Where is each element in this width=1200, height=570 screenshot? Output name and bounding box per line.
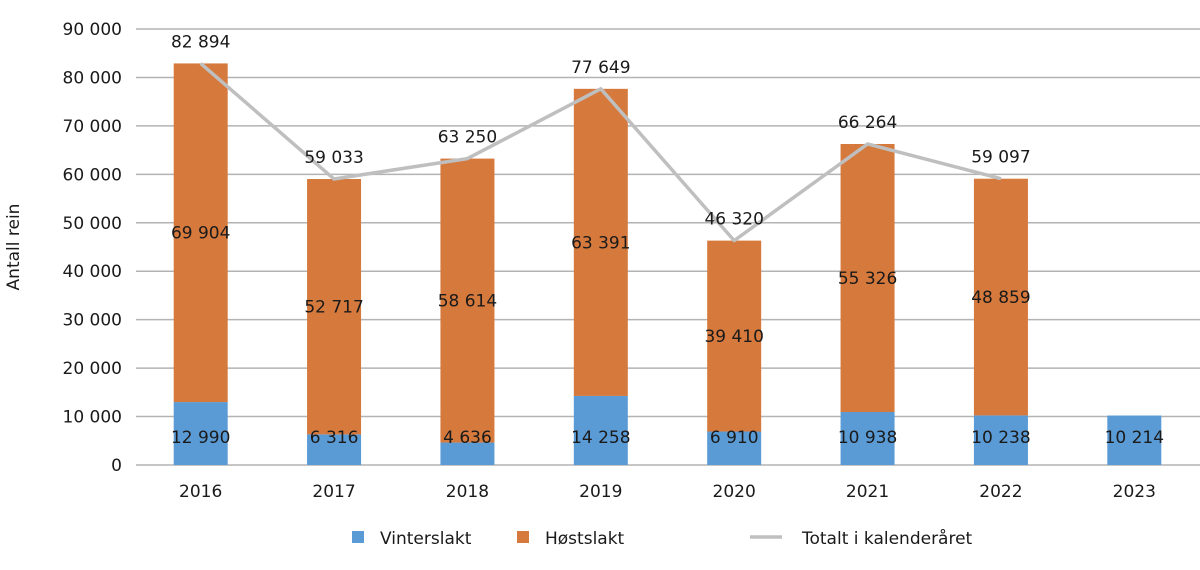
data-labels: 12 990 69 904 82 894 6 316 52 717 59 033 4 636… bbox=[171, 32, 1164, 448]
data-label-vinterslakt: 14 258 bbox=[571, 428, 630, 448]
data-label-vinterslakt: 10 238 bbox=[971, 428, 1030, 448]
bar-hostslakt bbox=[173, 63, 228, 403]
x-tick-label: 2018 bbox=[446, 482, 489, 502]
data-label-totalt: 77 649 bbox=[571, 58, 630, 78]
data-label-hostslakt: 69 904 bbox=[171, 224, 230, 244]
bar-hostslakt bbox=[307, 179, 362, 435]
legend: Vinterslakt Høstslakt Totalt i kalenderåre… bbox=[352, 528, 973, 549]
y-tick-label: 10 000 bbox=[63, 408, 122, 428]
bar-vinterslakt bbox=[307, 434, 362, 465]
bar-vinterslakt bbox=[440, 442, 495, 465]
y-tick-label: 50 000 bbox=[63, 214, 122, 234]
bar-vinterslakt bbox=[173, 402, 228, 465]
x-tick-label: 2022 bbox=[979, 482, 1022, 502]
data-label-totalt: 59 033 bbox=[304, 148, 363, 168]
bar-vinterslakt bbox=[573, 395, 628, 465]
legend-swatch-hostslakt bbox=[517, 531, 529, 543]
data-label-vinterslakt: 10 214 bbox=[1105, 428, 1164, 448]
y-tick-label: 90 000 bbox=[63, 20, 122, 40]
y-tick-label: 60 000 bbox=[63, 165, 122, 185]
bar-vinterslakt bbox=[840, 412, 895, 465]
legend-label-hostslakt: Høstslakt bbox=[545, 529, 625, 549]
x-tick-label: 2023 bbox=[1113, 482, 1156, 502]
data-label-hostslakt: 39 410 bbox=[704, 327, 763, 347]
y-tick-label: 20 000 bbox=[63, 359, 122, 379]
x-tick-label: 2016 bbox=[179, 482, 222, 502]
legend-label-totalt: Totalt i kalenderåret bbox=[801, 528, 973, 549]
data-label-totalt: 63 250 bbox=[438, 128, 497, 148]
legend-label-vinterslakt: Vinterslakt bbox=[380, 529, 472, 549]
data-label-hostslakt: 63 391 bbox=[571, 233, 630, 253]
y-tick-label: 30 000 bbox=[63, 311, 122, 331]
bar-hostslakt bbox=[440, 158, 495, 443]
bar-hostslakt bbox=[573, 88, 628, 396]
data-label-vinterslakt: 10 938 bbox=[838, 428, 897, 448]
bar-vinterslakt bbox=[707, 431, 762, 465]
data-label-totalt: 66 264 bbox=[838, 113, 897, 133]
data-label-totalt: 46 320 bbox=[704, 210, 763, 230]
x-tick-label: 2017 bbox=[312, 482, 355, 502]
legend-swatch-vinterslakt bbox=[352, 531, 364, 543]
data-label-hostslakt: 58 614 bbox=[438, 292, 497, 312]
bar-hostslakt bbox=[973, 178, 1028, 416]
data-label-hostslakt: 55 326 bbox=[838, 269, 897, 289]
data-label-hostslakt: 52 717 bbox=[304, 298, 363, 318]
x-tick-label: 2020 bbox=[713, 482, 756, 502]
x-tick-label: 2021 bbox=[846, 482, 889, 502]
total-line bbox=[199, 62, 1002, 243]
data-label-vinterslakt: 4 636 bbox=[443, 428, 492, 448]
data-label-vinterslakt: 12 990 bbox=[171, 428, 230, 448]
y-tick-label: 0 bbox=[111, 456, 122, 476]
bar-hostslakt bbox=[707, 240, 762, 432]
y-axis-ticks: 0 10 000 20 000 30 000 40 000 50 000 60 000 70 … bbox=[63, 20, 122, 476]
series-line-totalt bbox=[199, 62, 1002, 243]
bar-hostslakt bbox=[840, 143, 895, 413]
bars bbox=[173, 63, 1162, 465]
data-label-hostslakt: 48 859 bbox=[971, 288, 1030, 308]
data-label-vinterslakt: 6 316 bbox=[310, 428, 359, 448]
data-label-totalt: 59 097 bbox=[971, 148, 1030, 168]
x-axis-ticks: 2016 2017 2018 2019 2020 2021 2022 2023 bbox=[179, 482, 1156, 502]
y-axis-label: Antall rein bbox=[4, 204, 24, 291]
x-tick-label: 2019 bbox=[579, 482, 622, 502]
bar-vinterslakt bbox=[973, 415, 1028, 465]
y-tick-label: 40 000 bbox=[63, 262, 122, 282]
y-tick-label: 80 000 bbox=[63, 68, 122, 88]
gridlines bbox=[136, 28, 1200, 466]
data-label-vinterslakt: 6 910 bbox=[710, 428, 759, 448]
y-tick-label: 70 000 bbox=[63, 117, 122, 137]
data-label-totalt: 82 894 bbox=[171, 32, 230, 52]
bar-vinterslakt bbox=[1107, 415, 1162, 465]
